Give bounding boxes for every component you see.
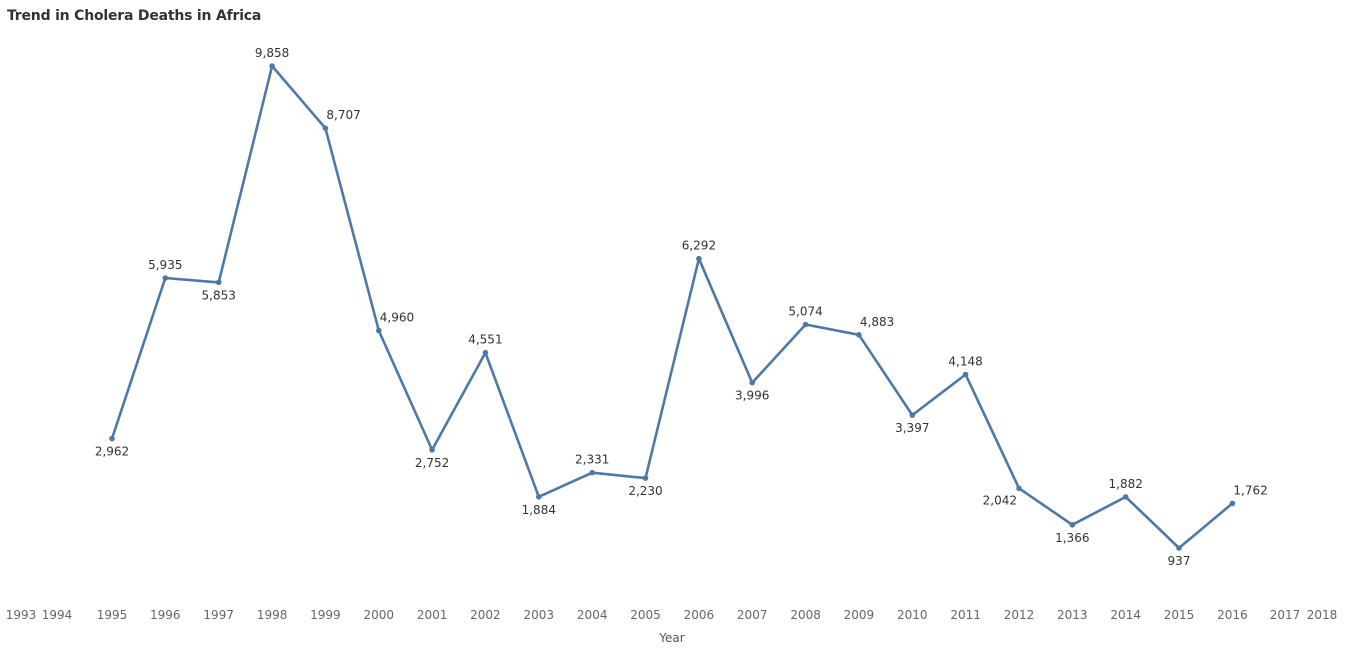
- data-label: 4,551: [468, 333, 502, 347]
- data-point[interactable]: [589, 469, 595, 476]
- x-tick-label: 2006: [684, 608, 715, 622]
- x-tick-label: 2010: [897, 608, 928, 622]
- data-label: 5,074: [788, 305, 822, 319]
- data-point[interactable]: [856, 332, 862, 338]
- data-point[interactable]: [909, 412, 916, 418]
- data-label: 2,042: [983, 493, 1017, 507]
- x-tick-label: 2005: [630, 608, 661, 622]
- data-point[interactable]: [269, 63, 275, 69]
- data-point[interactable]: [162, 275, 169, 281]
- data-label: 1,762: [1233, 483, 1267, 497]
- data-label: 2,962: [95, 445, 129, 459]
- x-tick-label: 2015: [1164, 608, 1195, 622]
- data-point[interactable]: [962, 371, 969, 378]
- data-point[interactable]: [696, 255, 702, 262]
- data-point[interactable]: [322, 125, 329, 131]
- x-tick-label: 2009: [844, 608, 875, 622]
- data-point[interactable]: [1016, 485, 1022, 492]
- x-tick-label: 2014: [1110, 608, 1141, 622]
- data-label: 4,960: [380, 311, 414, 325]
- chart-title: Trend in Cholera Deaths in Africa: [7, 8, 262, 24]
- data-label: 9,858: [255, 46, 289, 60]
- data-point[interactable]: [1176, 545, 1182, 551]
- data-label: 1,366: [1055, 531, 1089, 545]
- x-tick-label: 2013: [1057, 608, 1088, 622]
- data-label: 5,853: [202, 288, 236, 302]
- x-tick-label: 2003: [524, 608, 555, 622]
- data-point[interactable]: [642, 475, 649, 481]
- x-axis-title: Year: [658, 631, 684, 645]
- x-tick-label: 1995: [97, 608, 128, 622]
- x-tick-label: 1998: [257, 608, 288, 622]
- data-point[interactable]: [1122, 494, 1129, 500]
- data-label: 2,230: [628, 484, 662, 498]
- x-tick-label: 1993: [6, 608, 37, 622]
- x-tick-label: 1994: [42, 608, 73, 622]
- series-line: [110, 64, 1234, 550]
- data-label: 2,331: [575, 453, 609, 467]
- data-label: 8,707: [326, 108, 360, 122]
- data-label: 5,935: [148, 258, 182, 272]
- data-label: 2,752: [415, 456, 449, 470]
- x-tick-label: 1997: [203, 608, 234, 622]
- data-label: 4,883: [860, 315, 894, 329]
- x-tick-label: 2002: [470, 608, 501, 622]
- data-label: 937: [1168, 554, 1191, 568]
- data-point[interactable]: [109, 435, 115, 442]
- data-point[interactable]: [536, 494, 542, 500]
- data-point[interactable]: [376, 327, 382, 334]
- x-tick-label: 2011: [950, 608, 981, 622]
- data-label: 1,882: [1109, 477, 1143, 491]
- x-tick-label: 2001: [417, 608, 448, 622]
- x-tick-label: 2007: [737, 608, 768, 622]
- x-tick-label: 2012: [1004, 608, 1035, 622]
- data-label: 4,148: [948, 355, 982, 369]
- data-point[interactable]: [215, 279, 222, 286]
- x-tick-label: 1999: [310, 608, 341, 622]
- data-point[interactable]: [1069, 522, 1076, 528]
- data-point[interactable]: [482, 349, 489, 356]
- data-label: 3,996: [735, 389, 769, 403]
- x-tick-label: 2016: [1217, 608, 1248, 622]
- x-tick-label: 2017: [1270, 608, 1301, 622]
- x-tick-label: 2000: [364, 608, 395, 622]
- x-tick-label: 2008: [790, 608, 821, 622]
- data-point[interactable]: [749, 379, 755, 386]
- data-label: 1,884: [522, 503, 556, 517]
- x-tick-label: 2018: [1307, 608, 1338, 622]
- data-point[interactable]: [429, 447, 435, 453]
- data-point[interactable]: [802, 321, 809, 328]
- x-tick-label: 1996: [150, 608, 181, 622]
- x-tick-label: 2004: [577, 608, 608, 622]
- data-label: 6,292: [682, 239, 716, 253]
- data-point[interactable]: [1229, 500, 1236, 507]
- data-label: 3,397: [895, 421, 929, 435]
